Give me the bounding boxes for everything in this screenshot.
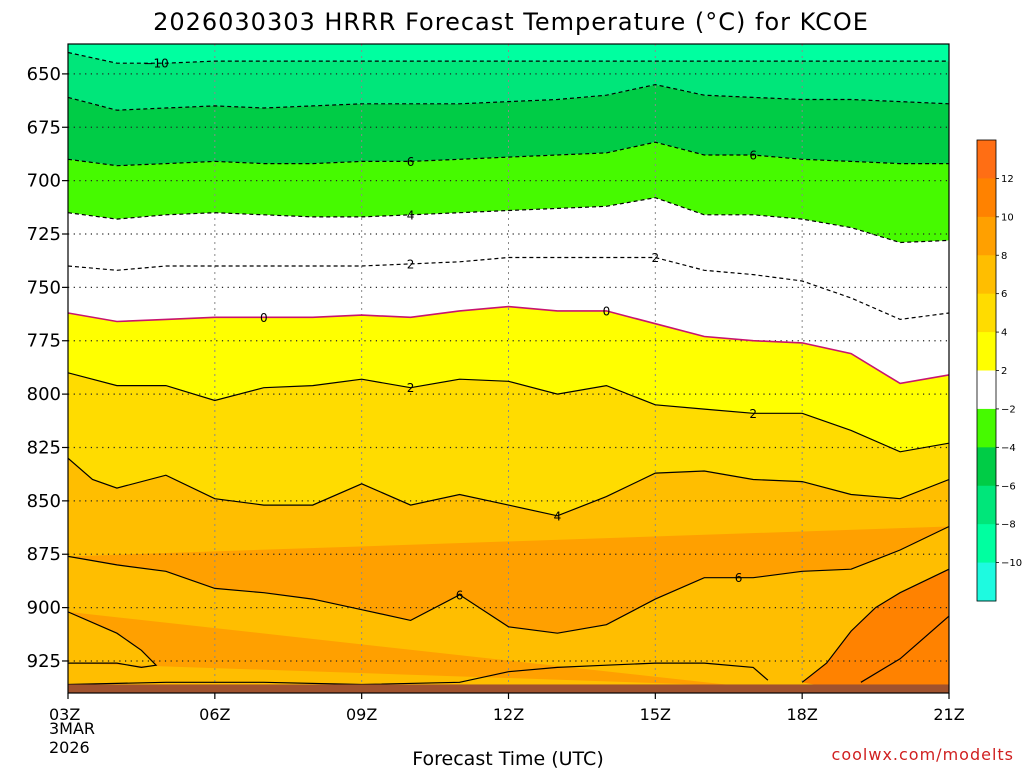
isotherm-line [68,457,949,517]
y-axis-ticks: 650 675 700 725 750 775 800 825 850 875 900 925 [27,64,68,672]
colorbar-bin [977,370,996,410]
y-tick-label: 925 [27,651,61,672]
temperature-band [68,84,949,166]
colorbar-tick-label: 12 [1001,174,1014,185]
contour-label: 6 [749,149,757,163]
contour-label: 6 [456,588,464,602]
x-tick-label: 09Z [346,705,377,724]
isotherm-line [68,305,949,385]
y-tick-label: 900 [27,598,61,619]
isotherm-line [68,256,949,321]
x-tick-label: 12Z [493,705,524,724]
x-date-year: 2026 [49,738,90,757]
temperature-band [68,197,949,320]
colorbar-bin [977,485,996,525]
isotherm-line [68,197,949,244]
y-tick-label: 825 [27,437,61,458]
colorbar-tick-label: 4 [1001,328,1007,339]
y-tick-label: 700 [27,171,61,192]
contour-label: 2 [407,257,415,271]
x-tick-label: 03Z [49,705,80,724]
colorbar-tick-label: 6 [1001,289,1007,300]
isotherm-contours: −10 6 4 2 0 0 2 2 4 6 6 2 6 [68,51,949,686]
x-axis-label: Forecast Time (UTC) [412,748,603,768]
colorbar-tick-label: −2 [1001,404,1016,415]
colorbar-bin [977,332,996,371]
isotherm-line [68,662,769,686]
colorbar-bin [977,255,996,295]
colorbar-tick-label: −10 [1001,558,1022,569]
isotherm-line [68,141,949,167]
x-tick-label: 06Z [199,705,230,724]
contour-label: 2 [407,381,415,395]
y-tick-label: 775 [27,331,61,352]
colorbar-bin [977,524,996,564]
contour-label: 6 [407,155,415,169]
x-tick-label: 18Z [787,705,818,724]
chart-title: 2026030303 HRRR Forecast Temperature (°C… [153,8,869,36]
x-axis-ticks: 03Z 06Z 09Z 12Z 15Z 18Z 21Z [49,693,965,724]
y-tick-label: 800 [27,384,61,405]
contour-label: 2 [749,407,757,421]
ground-surface [68,684,949,693]
colorbar-tick-label: 2 [1001,366,1007,377]
contour-label: 4 [554,509,562,523]
isotherm-line [68,525,949,634]
source-annotation: coolwx.com/modelts [832,745,1014,764]
temperature-band [68,142,949,243]
isotherm-line [860,615,949,683]
y-tick-label: 850 [27,491,61,512]
colorbar-tick-label: −4 [1001,443,1016,454]
contour-label: 0 [260,311,268,325]
temperature-band [68,44,949,64]
colorbar-bin [977,408,996,448]
x-tick-label: 21Z [933,705,964,724]
colorbar-tick-label: 8 [1001,251,1007,262]
y-tick-label: 875 [27,544,61,565]
y-tick-label: 750 [27,277,61,298]
isotherm-line [68,611,158,669]
colorbar-bin [977,562,996,602]
colorbar-tick-label: −8 [1001,520,1016,531]
y-tick-label: 675 [27,117,61,138]
colorbar-bin [977,293,996,333]
colorbar-bin [977,216,996,256]
contour-label: 4 [407,208,415,222]
temperature-band [68,372,949,516]
contour-label: 2 [652,251,660,265]
ground-fill [68,684,949,693]
contour-label: 6 [735,571,743,585]
colorbar: 12 10 8 6 4 2 −2 −4 −6 −8 −10 [976,139,1022,602]
colorbar-bin [977,178,996,218]
colorbar-tick-label: 10 [1001,212,1014,223]
isotherm-line [801,568,949,683]
y-tick-label: 650 [27,64,61,85]
x-tick-label: 15Z [640,705,671,724]
warm-region-8 [68,611,949,693]
isotherm-line [68,51,949,64]
temperature-fill-bands [68,44,949,693]
colorbar-tick-label: −6 [1001,481,1016,492]
temperature-band [68,257,949,384]
colorbar-bin [977,447,996,487]
isotherm-line [68,372,949,453]
warm-region-10 [802,569,949,693]
temperature-band [68,306,949,452]
y-tick-label: 725 [27,224,61,245]
isotherm-line [68,83,949,111]
contour-label: 0 [603,304,611,318]
contour-label: −10 [143,57,168,71]
colorbar-bin [977,140,996,179]
x-date-day: 3MAR [49,719,95,738]
